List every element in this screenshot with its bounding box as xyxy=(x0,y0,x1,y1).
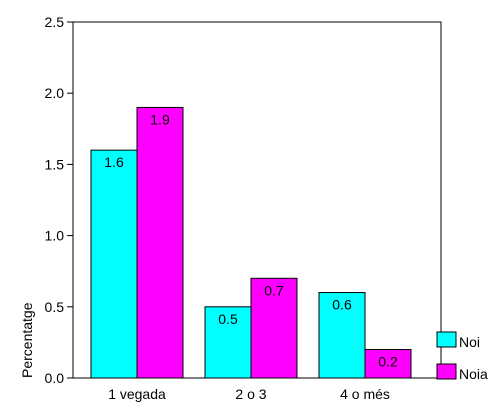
legend-label: Noia xyxy=(459,366,488,382)
y-axis-title: Percentatge xyxy=(19,302,35,378)
y-tick-label: 2.5 xyxy=(45,14,65,30)
x-tick-label: 4 o més xyxy=(340,386,390,402)
data-label: 0.2 xyxy=(378,354,398,370)
bar-noia xyxy=(364,349,412,379)
bar-noi xyxy=(204,306,252,379)
data-label: 0.7 xyxy=(264,282,284,298)
data-label: 1.9 xyxy=(150,111,170,127)
legend-swatch-noia xyxy=(436,363,457,380)
y-tick-label: 2.0 xyxy=(45,85,65,101)
data-label: 0.5 xyxy=(218,311,238,327)
tick-labels: 0.0 0.5 1.0 1.5 2.0 2.5 1 vegada 2 o 3 4 o més xyxy=(45,14,390,402)
y-tick-label: 0.0 xyxy=(45,370,65,386)
bar-noi xyxy=(318,292,366,379)
bar-noia xyxy=(136,106,184,379)
y-tick-label: 1.0 xyxy=(45,228,65,244)
bar-noia xyxy=(250,277,298,379)
bar-noi xyxy=(90,149,138,379)
data-label: 0.6 xyxy=(332,297,352,313)
data-labels: 1.6 1.9 0.5 0.7 0.6 0.2 xyxy=(104,111,398,369)
bars xyxy=(90,106,412,379)
data-label: 1.6 xyxy=(104,154,124,170)
legend-label: Noi xyxy=(459,334,480,350)
legend: Noi Noia xyxy=(436,331,488,382)
x-tick-label: 2 o 3 xyxy=(235,386,266,402)
y-tick-label: 0.5 xyxy=(45,299,65,315)
legend-swatch-noi xyxy=(436,331,457,348)
y-tick-label: 1.5 xyxy=(45,156,65,172)
x-tick-label: 1 vegada xyxy=(108,386,166,402)
